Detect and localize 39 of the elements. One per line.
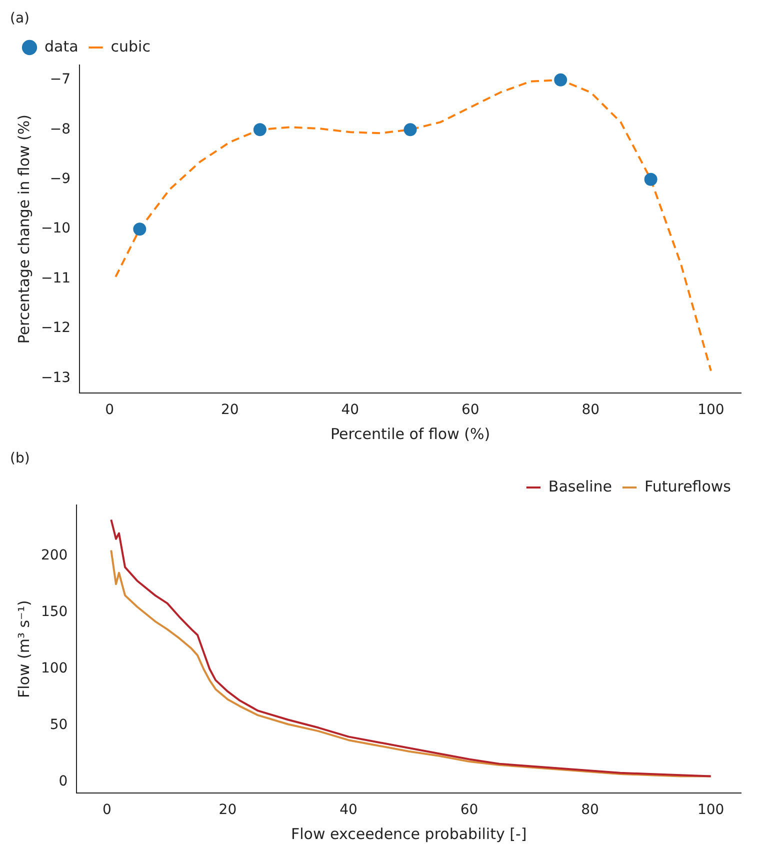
x-tick-label: 40 (341, 402, 360, 418)
y-tick-label: 200 (40, 548, 68, 564)
x-tick-label: 60 (460, 802, 478, 818)
x-tick-label: 80 (582, 402, 600, 418)
y-tick-label: −9 (50, 171, 71, 188)
x-tick-label: 100 (697, 802, 724, 818)
y-tick-label: −11 (41, 270, 71, 286)
legend-label: Baseline (548, 477, 612, 496)
point (404, 123, 417, 136)
point (644, 172, 658, 186)
x-tick-label: 20 (218, 802, 237, 818)
y-tick-label: −12 (41, 320, 71, 336)
y-axis-title: Flow (m³ s⁻¹) (14, 600, 33, 698)
point (253, 123, 266, 136)
y-tick-label: −13 (41, 370, 71, 386)
x-tick-label: 40 (340, 802, 358, 818)
y-tick-label: 100 (40, 660, 68, 677)
text: (a) (10, 10, 30, 27)
y-axis-title: Percentage change in flow (%) (14, 114, 33, 344)
point (133, 222, 146, 236)
x-axis-title: Flow exceedence probability [-] (291, 824, 527, 843)
point (554, 73, 568, 86)
x-tick-label: 60 (461, 402, 480, 418)
y-tick-label: −7 (50, 72, 71, 88)
y-tick-label: −8 (50, 121, 71, 138)
y-tick-label: 50 (50, 717, 68, 734)
x-tick-label: 20 (220, 402, 239, 418)
legend-label: data (44, 37, 78, 56)
x-tick-label: 80 (581, 802, 599, 818)
x-tick-label: 0 (102, 802, 112, 818)
text: (b) (10, 450, 30, 467)
y-tick-label: 0 (58, 774, 68, 790)
legend-label: Futureflows (644, 477, 732, 496)
x-axis-title: Percentile of flow (%) (330, 424, 490, 443)
y-tick-label: −10 (41, 220, 71, 237)
legend-label: cubic (110, 37, 150, 56)
y-tick-label: 150 (40, 604, 68, 620)
x-tick-label: 0 (105, 402, 114, 418)
x-tick-label: 100 (698, 402, 724, 418)
